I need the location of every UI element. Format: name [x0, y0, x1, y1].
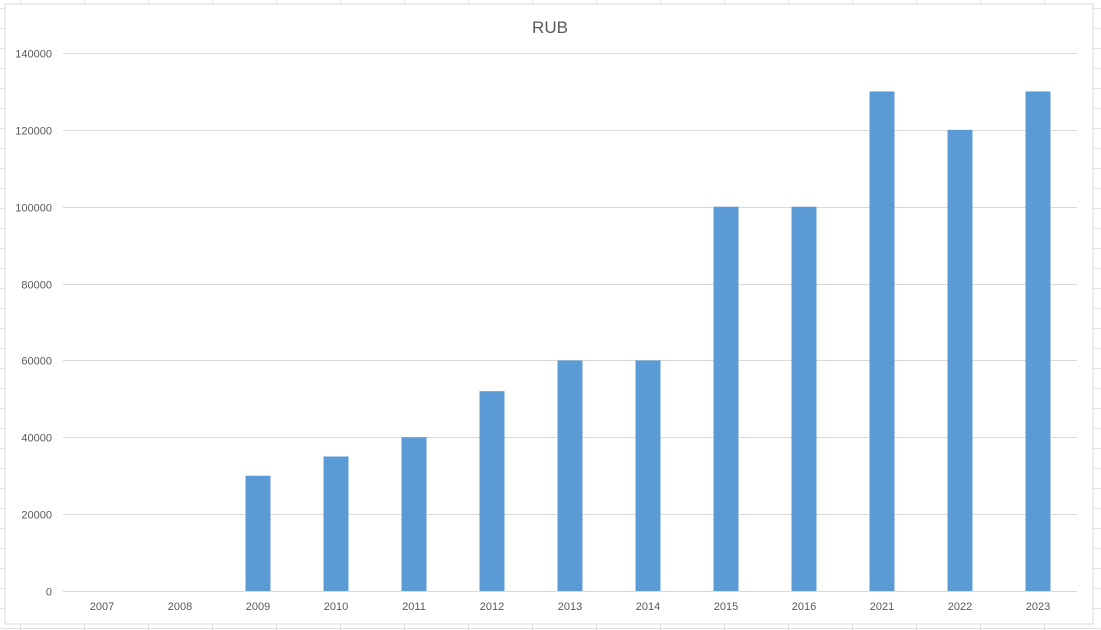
- x-tick-label: 2016: [792, 601, 816, 613]
- x-tick-label: 2011: [402, 601, 426, 613]
- x-axis[interactable]: 2007 2008 2009 2010 2011 2012 2013 2014 2015 2016…: [90, 601, 1050, 613]
- bars: [245, 91, 1051, 592]
- y-tick-label: 120000: [15, 126, 52, 138]
- y-axis[interactable]: 0 20000 40000 60000 80000 100000 120000 140000: [15, 49, 52, 599]
- y-tick-label: 20000: [21, 510, 52, 522]
- bar[interactable]: [713, 206, 739, 591]
- y-tick-label: 0: [46, 587, 52, 599]
- x-tick-label: 2014: [636, 601, 660, 613]
- x-tick-label: 2012: [480, 601, 504, 613]
- chart-area[interactable]: [4, 3, 1094, 625]
- bar[interactable]: [947, 129, 973, 591]
- bar[interactable]: [401, 437, 427, 591]
- bar[interactable]: [479, 391, 505, 591]
- y-tick-label: 140000: [15, 49, 52, 61]
- bar[interactable]: [791, 206, 817, 591]
- y-tick-label: 60000: [21, 356, 52, 368]
- x-tick-label: 2008: [168, 601, 192, 613]
- x-tick-label: 2010: [324, 601, 348, 613]
- bar[interactable]: [1025, 91, 1051, 591]
- y-tick-label: 100000: [15, 203, 52, 215]
- y-tick-label: 80000: [21, 280, 52, 292]
- bar[interactable]: [557, 360, 583, 591]
- chart-title[interactable]: RUB: [532, 18, 568, 37]
- x-tick-label: 2022: [948, 601, 972, 613]
- bar[interactable]: [323, 456, 349, 592]
- x-tick-label: 2015: [714, 601, 738, 613]
- y-tick-label: 40000: [21, 433, 52, 445]
- x-tick-label: 2009: [246, 601, 270, 613]
- x-tick-label: 2021: [870, 601, 894, 613]
- x-tick-label: 2023: [1026, 601, 1050, 613]
- bar[interactable]: [869, 91, 895, 591]
- bar[interactable]: [635, 360, 661, 591]
- bar[interactable]: [245, 475, 271, 591]
- x-tick-label: 2007: [90, 601, 114, 613]
- x-tick-label: 2013: [558, 601, 582, 613]
